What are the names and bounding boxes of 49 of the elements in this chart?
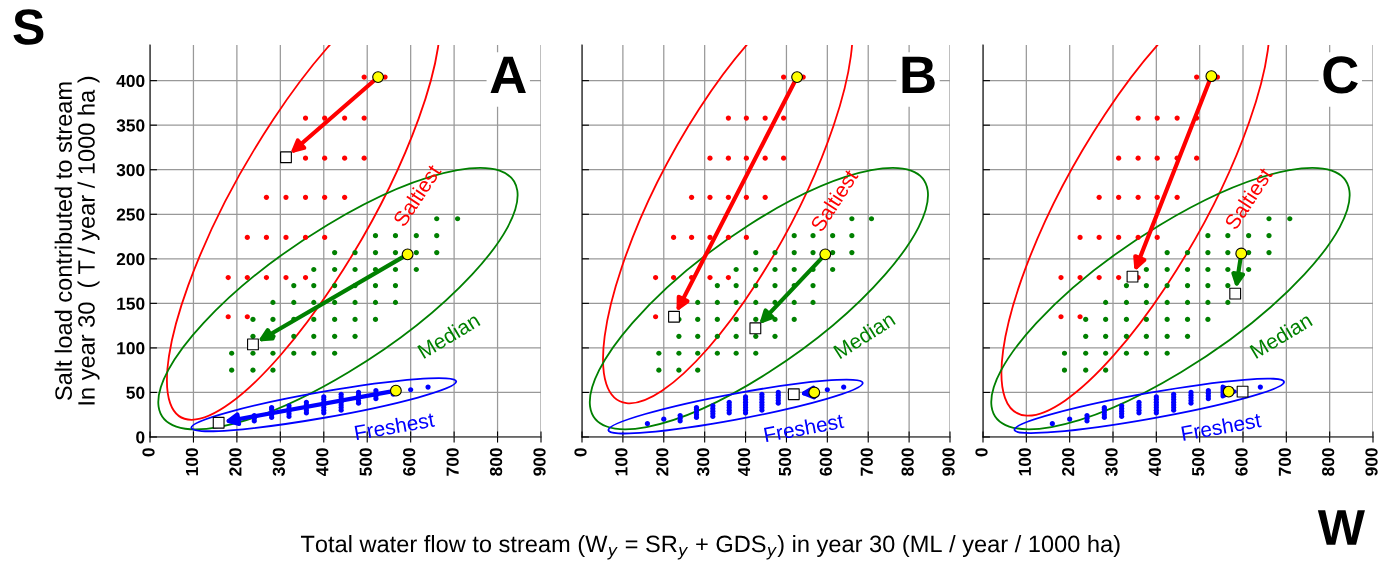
x-tick-label: 900 bbox=[1365, 448, 1378, 476]
x-tick-label: 600 bbox=[403, 448, 416, 476]
x-tick-label: 800 bbox=[489, 448, 503, 476]
y-tick-label: 150 bbox=[117, 297, 145, 310]
x-tick-label: 600 bbox=[1235, 448, 1248, 476]
x-tick-label: 100 bbox=[185, 448, 199, 476]
x-tick-label: 300 bbox=[1105, 448, 1118, 476]
y-tick-label: 300 bbox=[116, 163, 145, 177]
legend-label: Freshest bbox=[763, 412, 845, 443]
x-tick-label: 800 bbox=[901, 448, 914, 476]
x-tick-label: 300 bbox=[272, 448, 286, 476]
y-tick-label: 400 bbox=[116, 74, 145, 88]
x-tick-label: 500 bbox=[778, 448, 792, 476]
x-tick-label: 500 bbox=[359, 448, 372, 476]
x-tick-label: 900 bbox=[942, 448, 955, 476]
x-tick-label: 0 bbox=[574, 448, 587, 457]
y-tick-label: 350 bbox=[116, 119, 145, 132]
y-axis-title: Salt load contributed to stream In year 30 ( T / year / 1000 ha ) bbox=[54, 76, 100, 405]
text: Freshest bbox=[354, 411, 436, 441]
x-tick-label: 200 bbox=[1062, 448, 1075, 476]
legend-label: Freshest bbox=[1181, 412, 1262, 441]
text: W bbox=[1317, 510, 1365, 545]
x-tick-label: 400 bbox=[1148, 448, 1161, 477]
y-tick-label: 50 bbox=[126, 386, 145, 399]
x-tick-label: 400 bbox=[316, 448, 329, 477]
text: S bbox=[13, 9, 44, 45]
x-tick-label: 700 bbox=[860, 448, 873, 476]
x-tick-label: 700 bbox=[446, 448, 459, 476]
y-tick-label: 100 bbox=[117, 342, 145, 355]
x-tick-label: 100 bbox=[615, 448, 628, 476]
x-tick-label: 900 bbox=[533, 448, 546, 476]
x-tick-label: 0 bbox=[975, 448, 988, 457]
x-tick-label: 700 bbox=[1278, 448, 1291, 476]
y-tick-label: 0 bbox=[136, 431, 145, 444]
y-tick-label: 200 bbox=[116, 252, 145, 266]
x-tick-label: 300 bbox=[697, 448, 710, 476]
chart-title: C bbox=[1323, 56, 1358, 94]
x-tick-label: 600 bbox=[819, 448, 832, 476]
x-tick-label: 500 bbox=[1192, 448, 1205, 476]
x-tick-label: 100 bbox=[1018, 448, 1031, 476]
x-axis-title: Total water flow to stream (W$_{y}$ = SR$_{y}$ + GDS$_{y}$) in year 30 (ML / year / 1000 ha) bbox=[300, 535, 1120, 560]
x-tick-label: 400 bbox=[737, 448, 751, 477]
x-tick-label: 800 bbox=[1322, 448, 1335, 476]
x-tick-label: 0 bbox=[142, 448, 155, 457]
chart-title: A bbox=[490, 56, 526, 94]
y-tick-label: 250 bbox=[116, 208, 145, 221]
chart-title: B bbox=[902, 56, 935, 94]
x-tick-label: 200 bbox=[656, 448, 669, 476]
x-tick-label: 200 bbox=[229, 448, 242, 476]
